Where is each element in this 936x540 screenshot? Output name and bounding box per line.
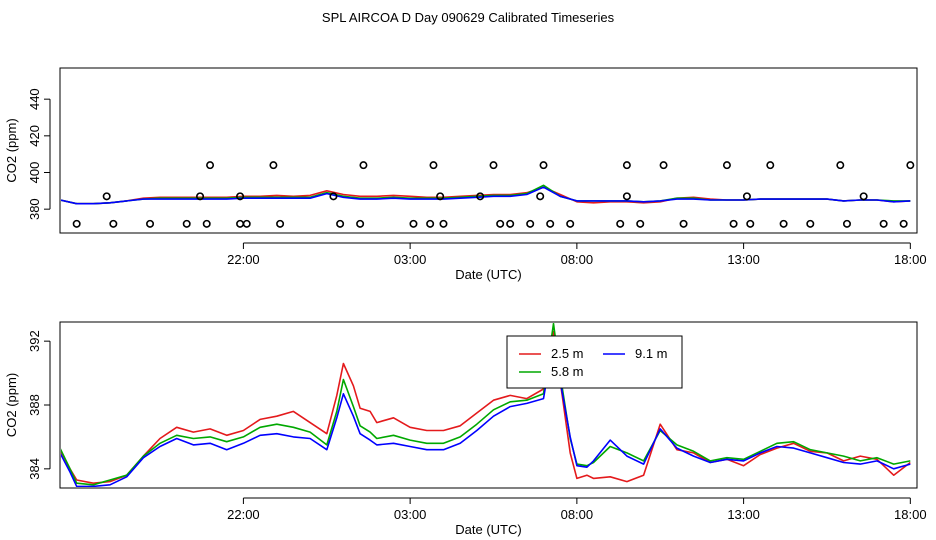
- data-point-marker: [489, 161, 498, 170]
- data-point-marker: [102, 192, 111, 201]
- data-point-marker: [622, 161, 631, 170]
- data-point-marker: [899, 219, 908, 228]
- x-axis-label: Date (UTC): [455, 267, 521, 282]
- data-point-marker: [806, 219, 815, 228]
- data-point-marker: [546, 219, 555, 228]
- data-point-marker: [109, 219, 118, 228]
- data-point-marker: [506, 219, 515, 228]
- legend-label: 9.1 m: [635, 346, 668, 361]
- data-point-marker: [729, 219, 738, 228]
- series-line-5-8-m: [61, 323, 911, 486]
- data-point-marker: [616, 219, 625, 228]
- data-point-marker: [879, 219, 888, 228]
- data-point-marker: [566, 219, 575, 228]
- data-point-marker: [359, 161, 368, 170]
- data-point-marker: [429, 161, 438, 170]
- data-point-marker: [276, 219, 285, 228]
- chart-title: SPL AIRCOA D Day 090629 Calibrated Times…: [322, 10, 615, 25]
- x-tick-label: 18:00: [894, 507, 927, 522]
- y-axis-label: CO2 (ppm): [4, 118, 19, 182]
- data-area: [61, 323, 911, 487]
- data-area: [61, 184, 911, 205]
- data-point-marker: [742, 192, 751, 201]
- data-point-marker: [766, 161, 775, 170]
- data-point-marker: [496, 219, 505, 228]
- y-tick-label: 420: [27, 125, 42, 147]
- plot-frame: [59, 321, 918, 489]
- series-line-2-5-m: [61, 330, 911, 485]
- y-tick-label: 388: [27, 394, 42, 416]
- data-point-marker: [336, 219, 345, 228]
- data-point-marker: [746, 219, 755, 228]
- x-tick-label: 08:00: [561, 252, 594, 267]
- data-point-marker: [636, 219, 645, 228]
- x-tick-label: 03:00: [394, 507, 427, 522]
- data-point-marker: [236, 219, 245, 228]
- x-tick-label: 08:00: [561, 507, 594, 522]
- data-point-marker: [146, 219, 155, 228]
- data-point-marker: [426, 219, 435, 228]
- data-point-marker: [436, 192, 445, 201]
- y-axis-label: CO2 (ppm): [4, 373, 19, 437]
- data-point-marker: [659, 161, 668, 170]
- data-point-marker: [859, 192, 868, 201]
- data-point-marker: [906, 161, 915, 170]
- data-point-marker: [206, 161, 215, 170]
- data-point-marker: [622, 192, 631, 201]
- data-point-marker: [182, 219, 191, 228]
- data-point-marker: [679, 219, 688, 228]
- x-tick-label: 13:00: [727, 252, 760, 267]
- series-line-9-1-m: [61, 338, 911, 487]
- data-point-marker: [72, 219, 81, 228]
- legend-label: 2.5 m: [551, 346, 584, 361]
- x-tick-label: 22:00: [227, 507, 260, 522]
- data-point-marker: [536, 192, 545, 201]
- data-point-marker: [329, 192, 338, 201]
- y-tick-label: 384: [27, 458, 42, 480]
- x-tick-label: 13:00: [727, 507, 760, 522]
- data-point-marker: [476, 192, 485, 201]
- data-point-marker: [196, 192, 205, 201]
- data-point-marker: [779, 219, 788, 228]
- data-point-marker: [269, 161, 278, 170]
- data-point-marker: [236, 192, 245, 201]
- data-point-marker: [539, 161, 548, 170]
- x-tick-label: 22:00: [227, 252, 260, 267]
- data-point-marker: [356, 219, 365, 228]
- x-tick-label: 18:00: [894, 252, 927, 267]
- data-point-marker: [722, 161, 731, 170]
- y-tick-label: 380: [27, 198, 42, 220]
- data-point-marker: [242, 219, 251, 228]
- x-axis-label: Date (UTC): [455, 522, 521, 537]
- legend-label: 5.8 m: [551, 364, 584, 379]
- legend-box: [506, 335, 683, 389]
- data-point-marker: [202, 219, 211, 228]
- x-tick-label: 03:00: [394, 252, 427, 267]
- data-point-marker: [836, 161, 845, 170]
- y-tick-label: 440: [27, 88, 42, 110]
- panel-bottom: 22:00 03:00 08:00 13:00 18:00 Date (UTC) 384 38…: [4, 321, 927, 537]
- data-point-marker: [439, 219, 448, 228]
- y-tick-label: 400: [27, 162, 42, 184]
- panel-top: 22:00 03:00 08:00 13:00 18:00 Date (UTC) 380 40…: [4, 67, 927, 282]
- plot-frame: [59, 67, 918, 234]
- data-point-marker: [409, 219, 418, 228]
- y-tick-label: 392: [27, 330, 42, 352]
- data-point-marker: [842, 219, 851, 228]
- data-point-marker: [526, 219, 535, 228]
